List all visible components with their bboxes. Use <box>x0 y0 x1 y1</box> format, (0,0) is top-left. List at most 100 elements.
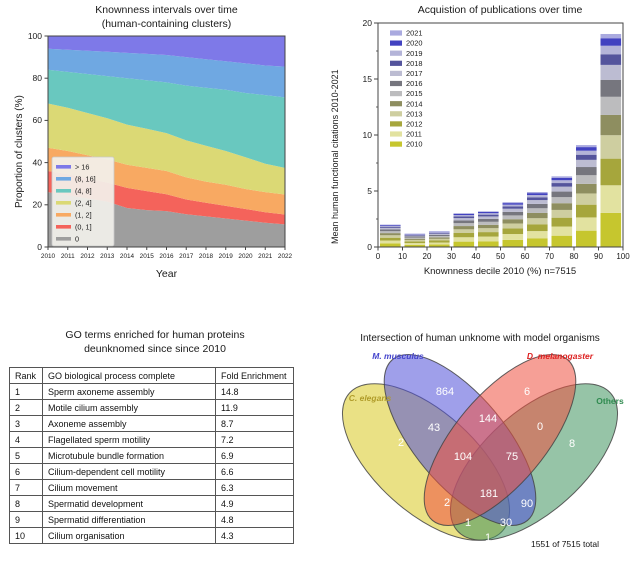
legend-swatch <box>56 165 71 169</box>
bar-segment-2016 <box>503 212 524 216</box>
legend-swatch <box>390 41 402 46</box>
bar-segment-2018 <box>527 197 548 200</box>
go-table-title-line2: deunknomed since since 2010 <box>0 342 310 356</box>
rank-cell: 6 <box>10 464 43 480</box>
bar-segment-2020 <box>601 38 622 46</box>
bar-segment-2012 <box>576 205 597 218</box>
bar-segment-2020 <box>576 147 597 151</box>
count-m-musculus-only: 864 <box>436 386 454 398</box>
x-tick-label: 2012 <box>80 253 95 260</box>
go-table-title-line1: GO terms enriched for human proteins <box>0 328 310 342</box>
legend-swatch <box>390 81 402 86</box>
count-ce-dm: 2 <box>444 497 450 509</box>
bar-segment-2016 <box>527 204 548 208</box>
x-tick-label: 90 <box>594 252 603 261</box>
count-ce-dm-ot: 1 <box>465 517 471 529</box>
bar-segment-2015 <box>503 215 524 219</box>
x-tick-label: 2018 <box>199 253 214 260</box>
count-c-elegans-only: 2 <box>398 437 404 449</box>
bar-segment-2013 <box>576 193 597 204</box>
x-tick-label: 2017 <box>179 253 194 260</box>
bar-segment-2013 <box>552 210 573 218</box>
col-header-term: GO biological process complete <box>43 368 216 384</box>
x-tick-label: 20 <box>423 252 432 261</box>
x-tick-label: 2014 <box>120 253 135 260</box>
rank-cell: 1 <box>10 384 43 400</box>
bar-segment-2018 <box>503 206 524 208</box>
bar-segment-2018 <box>478 215 499 217</box>
bar-segment-2011 <box>405 243 426 245</box>
legend-swatch <box>390 30 402 35</box>
bar-segment-2020 <box>503 203 524 205</box>
bar-segment-2012 <box>601 159 622 186</box>
x-tick-label: 0 <box>376 252 381 261</box>
legend-swatch <box>390 142 402 147</box>
term-cell: Axoneme assembly <box>43 416 216 432</box>
term-cell: Cilium organisation <box>43 528 216 544</box>
bar-segment-2010 <box>503 240 524 247</box>
count-ce-mm: 43 <box>428 422 440 434</box>
count-ce-mm-ot: 30 <box>500 517 512 529</box>
y-tick-label: 40 <box>33 157 43 167</box>
bar-segment-2014 <box>552 203 573 210</box>
count-mm-dm: 144 <box>479 413 497 425</box>
fold-cell: 7.2 <box>216 432 294 448</box>
bar-segment-2019 <box>380 226 401 227</box>
legend-label: > 16 <box>75 162 89 171</box>
venn-panel: Intersection of human unknome with model… <box>320 320 640 565</box>
bar-segment-2019 <box>503 205 524 207</box>
x-tick-label: 2022 <box>278 253 293 260</box>
bar-segment-2011 <box>503 234 524 240</box>
bar-segment-2021 <box>454 213 475 214</box>
bar-segment-2018 <box>576 155 597 160</box>
bar-segment-2014 <box>601 115 622 135</box>
legend-label: 2015 <box>406 89 422 98</box>
bar-segment-2019 <box>601 46 622 55</box>
set-label-m-musculus: M. musculus <box>372 351 424 361</box>
bar-segment-2013 <box>429 239 450 241</box>
fold-cell: 6.6 <box>216 464 294 480</box>
area-chart-xlabel: Year <box>0 268 333 280</box>
bar-segment-2020 <box>454 214 475 215</box>
bar-segment-2014 <box>454 226 475 229</box>
y-tick-label: 20 <box>363 18 373 28</box>
fold-cell: 4.9 <box>216 496 294 512</box>
bar-segment-2010 <box>380 243 401 247</box>
legend-label: 0 <box>75 234 79 243</box>
legend-label: 2018 <box>406 59 422 68</box>
bar-segment-2010 <box>454 242 475 247</box>
fold-cell: 8.7 <box>216 416 294 432</box>
rank-cell: 7 <box>10 480 43 496</box>
x-tick-label: 80 <box>570 252 579 261</box>
bar-segment-2015 <box>405 238 426 239</box>
count-mm-ot: 90 <box>521 498 533 510</box>
bar-segment-2014 <box>576 184 597 194</box>
x-tick-label: 2013 <box>100 253 115 260</box>
venn-total-label: 1551 of 7515 total <box>531 539 599 549</box>
x-tick-label: 100 <box>616 252 630 261</box>
bar-segment-2017 <box>405 236 426 237</box>
legend-swatch <box>56 213 71 217</box>
rank-cell: 3 <box>10 416 43 432</box>
bar-segment-2016 <box>552 192 573 198</box>
fold-cell: 14.8 <box>216 384 294 400</box>
term-cell: Flagellated sperm motility <box>43 432 216 448</box>
bar-segment-2014 <box>429 237 450 238</box>
legend-swatch <box>390 111 402 116</box>
legend-label: 2020 <box>406 39 422 48</box>
count-ce-ot: 1 <box>485 532 491 544</box>
bar-segment-2020 <box>478 212 499 213</box>
bar-segment-2015 <box>478 222 499 225</box>
bar-segment-2011 <box>527 231 548 238</box>
bar-segment-2020 <box>527 193 548 195</box>
count-d-melanogaster-only: 6 <box>524 386 530 398</box>
bar-segment-2016 <box>405 236 426 237</box>
col-header-fold: Fold Enrichment <box>216 368 294 384</box>
bar-segment-2013 <box>380 235 401 237</box>
y-tick-label: 80 <box>33 73 43 83</box>
bar-segment-2017 <box>576 160 597 167</box>
venn-ellipses <box>320 331 640 565</box>
